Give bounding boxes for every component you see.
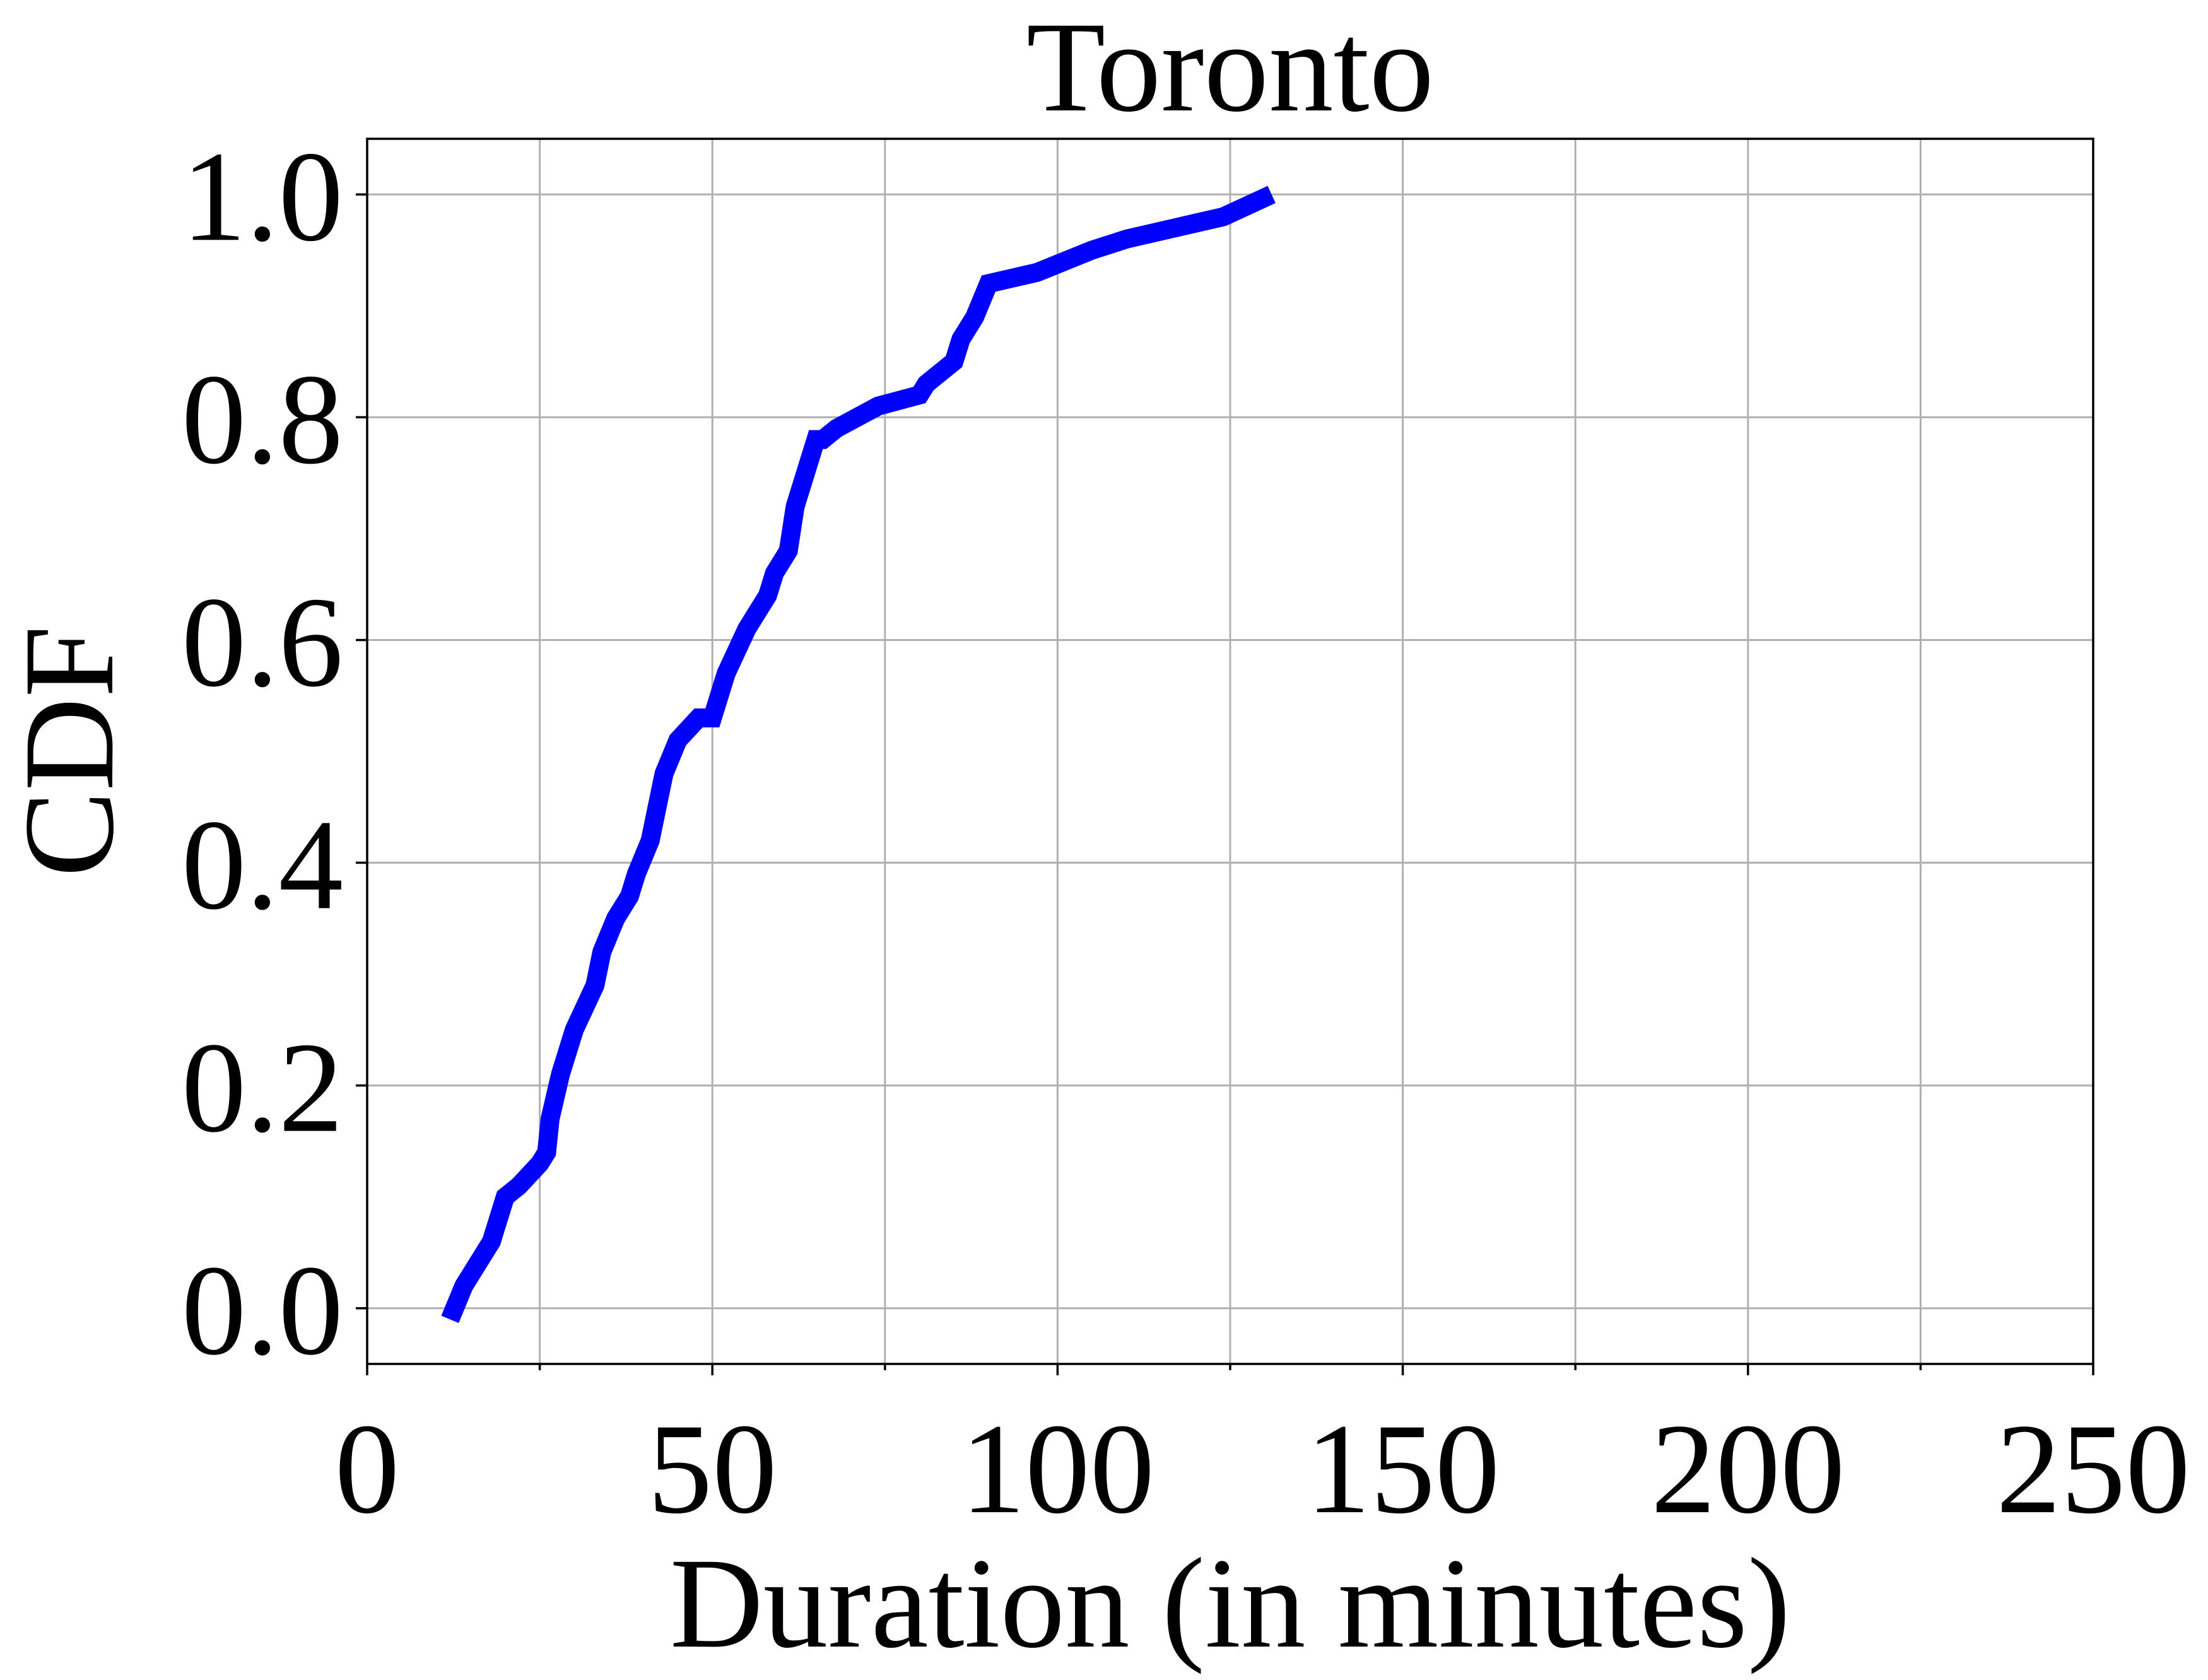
grid-layer (366, 139, 2094, 1364)
y-tick-label: 0.0 (182, 1239, 343, 1382)
series-layer (441, 185, 1276, 1324)
x-tick-label: 200 (1651, 1397, 1845, 1541)
x-tick-label: 150 (1306, 1397, 1500, 1541)
cdf-series-line (441, 185, 1276, 1324)
x-tick-label: 250 (1996, 1397, 2190, 1541)
x-axis-label: Duration (in minutes) (670, 1532, 1790, 1675)
chart-title: Toronto (1026, 0, 1434, 139)
y-tick-label: 0.6 (182, 570, 343, 714)
x-tick-label: 100 (961, 1397, 1155, 1541)
y-tick-label: 0.4 (182, 794, 343, 937)
y-axis-label: CDF (0, 626, 141, 878)
tick-layer: 0 50 100 150 200 250 0.0 0.2 0.4 0.6 0.8 1.0 (182, 125, 2190, 1541)
y-tick-label: 0.8 (182, 348, 343, 491)
x-tick-label: 0 (335, 1397, 400, 1541)
x-tick-label: 50 (648, 1397, 777, 1541)
y-tick-label: 0.2 (182, 1016, 343, 1160)
y-tick-label: 1.0 (182, 125, 343, 268)
